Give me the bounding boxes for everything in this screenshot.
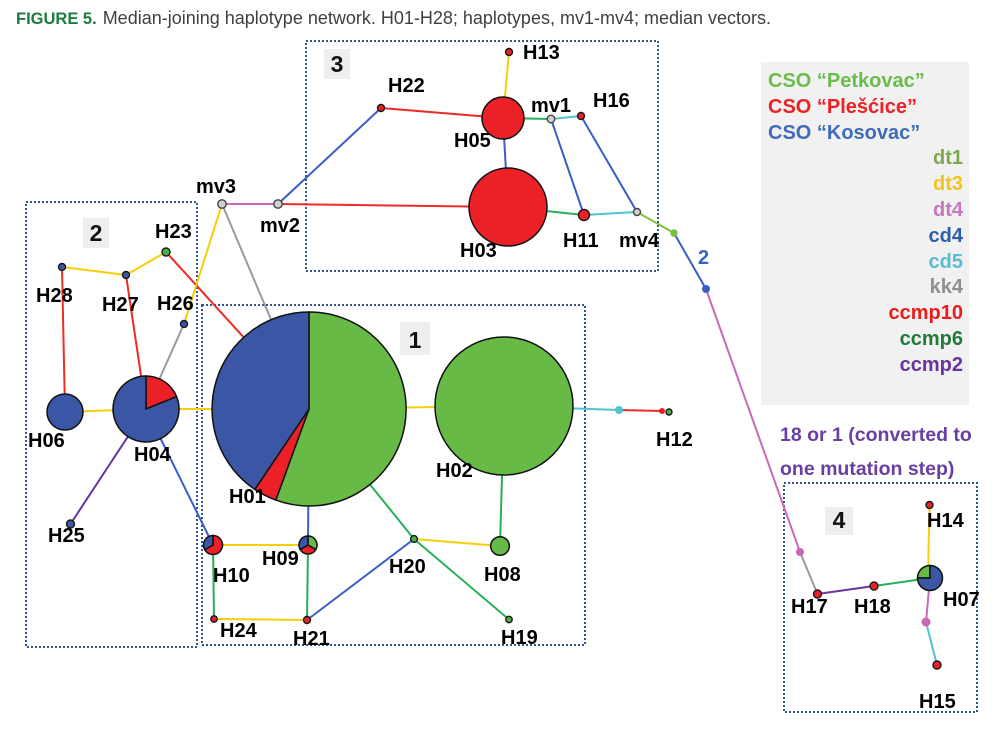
svg-text:mv3: mv3	[196, 176, 236, 198]
svg-text:H25: H25	[48, 525, 85, 547]
svg-text:H02: H02	[436, 460, 473, 482]
svg-text:H05: H05	[454, 130, 491, 152]
svg-text:CSO “Kosovac”: CSO “Kosovac”	[768, 122, 920, 144]
svg-text:dt3: dt3	[933, 173, 963, 195]
svg-text:dt1: dt1	[933, 147, 963, 169]
svg-text:H01: H01	[229, 486, 266, 508]
svg-text:H11: H11	[563, 230, 599, 252]
svg-text:H28: H28	[36, 285, 73, 307]
svg-text:H27: H27	[102, 294, 139, 316]
svg-text:mv4: mv4	[619, 230, 660, 252]
svg-text:FIGURE 5.Median-joining haplot: FIGURE 5. Median-joining haplotype networ…	[16, 8, 771, 28]
svg-text:H13: H13	[523, 42, 560, 64]
svg-text:CSO “Petkovac”: CSO “Petkovac”	[768, 70, 925, 92]
svg-text:2: 2	[698, 247, 709, 269]
svg-text:H17: H17	[791, 596, 828, 618]
svg-text:H21: H21	[293, 628, 330, 650]
svg-text:2: 2	[90, 220, 103, 246]
svg-text:1: 1	[409, 327, 422, 353]
svg-text:H16: H16	[593, 90, 630, 112]
svg-text:H15: H15	[919, 691, 956, 713]
svg-text:cd4: cd4	[929, 225, 964, 247]
svg-text:ccmp6: ccmp6	[900, 328, 963, 350]
svg-text:H19: H19	[501, 627, 538, 649]
svg-text:kk4: kk4	[930, 276, 964, 298]
svg-text:H08: H08	[484, 564, 521, 586]
svg-text:ccmp2: ccmp2	[900, 354, 963, 376]
svg-text:H24: H24	[220, 620, 258, 642]
svg-text:H09: H09	[262, 548, 299, 570]
svg-text:18 or 1 (converted to: 18 or 1 (converted to	[780, 424, 972, 446]
svg-text:3: 3	[331, 51, 344, 77]
svg-text:H26: H26	[157, 293, 194, 315]
svg-text:cd5: cd5	[929, 251, 963, 273]
svg-text:ccmp10: ccmp10	[889, 302, 964, 324]
svg-text:mv1: mv1	[531, 95, 571, 117]
svg-text:H12: H12	[656, 429, 693, 451]
svg-text:H14: H14	[927, 510, 965, 532]
svg-text:H03: H03	[460, 240, 497, 262]
svg-text:mv2: mv2	[260, 215, 300, 237]
svg-text:H22: H22	[388, 75, 425, 97]
svg-text:H18: H18	[854, 596, 891, 618]
svg-text:CSO “Plešćice”: CSO “Plešćice”	[768, 96, 917, 118]
svg-text:H23: H23	[155, 221, 192, 243]
svg-text:4: 4	[833, 507, 846, 533]
svg-text:dt4: dt4	[933, 199, 964, 221]
svg-text:H10: H10	[213, 565, 250, 587]
svg-text:H07: H07	[943, 589, 980, 611]
svg-text:H06: H06	[28, 430, 65, 452]
svg-text:one mutation step): one mutation step)	[780, 458, 954, 480]
svg-text:H20: H20	[389, 556, 426, 578]
svg-text:H04: H04	[134, 444, 172, 466]
